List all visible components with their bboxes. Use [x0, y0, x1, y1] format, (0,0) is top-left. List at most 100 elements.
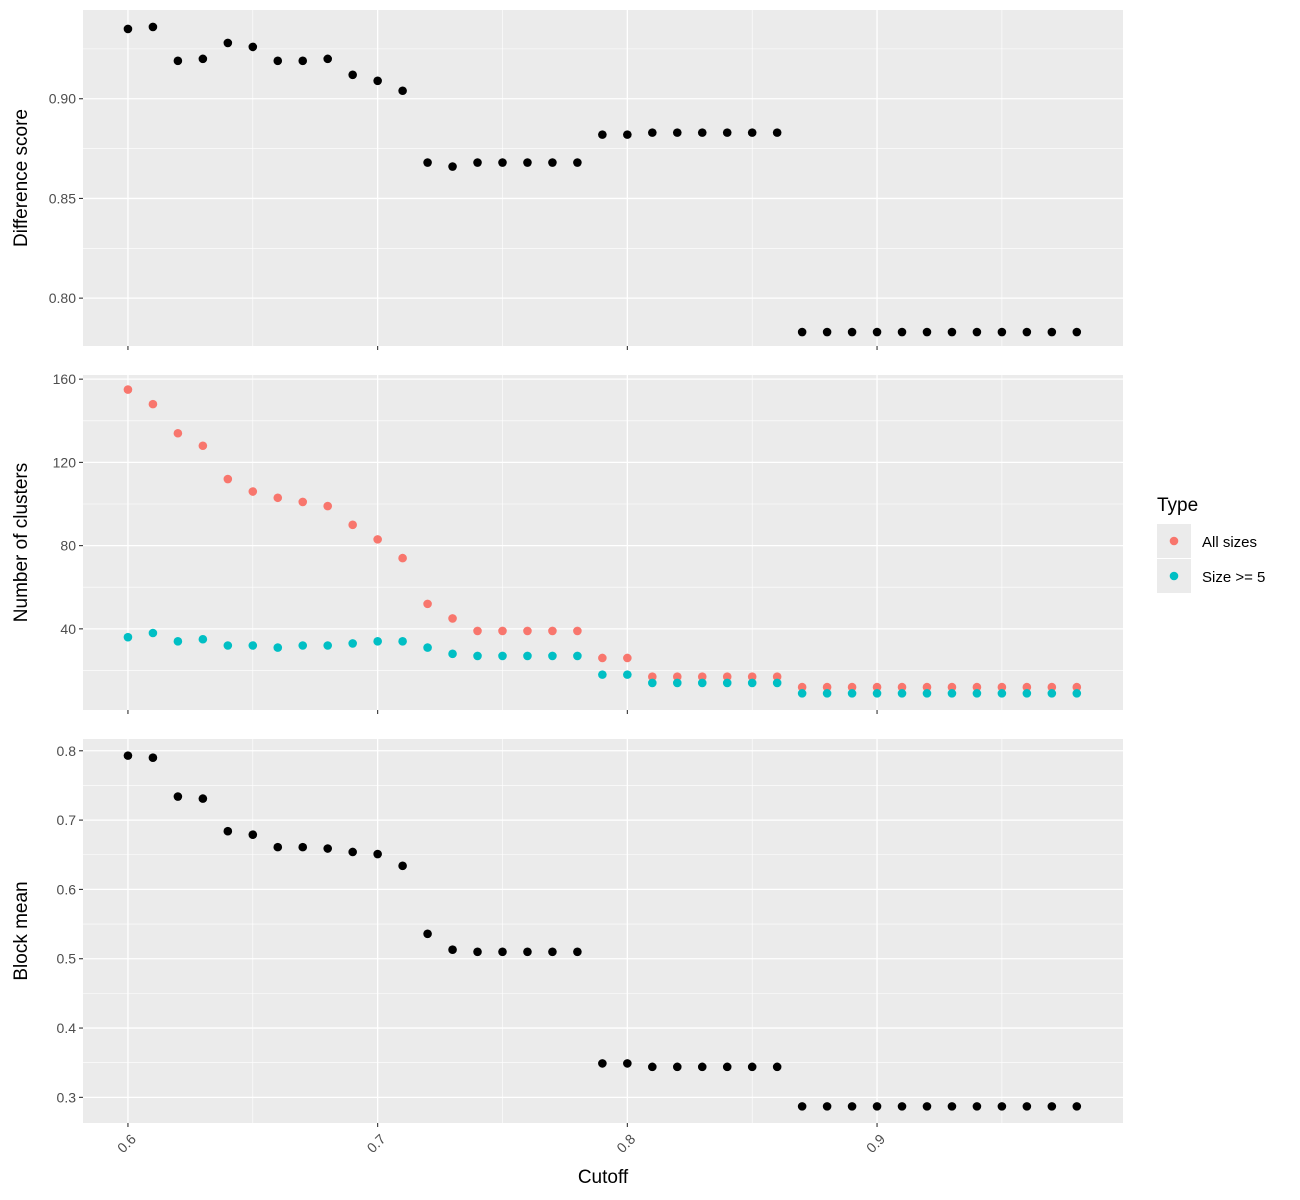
- data-point: [822, 682, 832, 692]
- data-point: [323, 54, 333, 64]
- legend-label-all-sizes: All sizes: [1202, 534, 1257, 551]
- data-point: [598, 130, 607, 139]
- data-point: [273, 493, 283, 503]
- series-points: [123, 22, 1082, 337]
- legend: Type All sizes Size >= 5: [1157, 495, 1265, 593]
- data-point: [648, 678, 657, 688]
- data-point: [722, 1062, 732, 1072]
- data-point: [1022, 682, 1032, 692]
- data-point: [298, 641, 308, 650]
- data-point: [772, 678, 782, 688]
- data-point: [273, 643, 283, 652]
- data-point: [623, 653, 632, 663]
- data-point: [997, 689, 1007, 698]
- data-point: [548, 158, 557, 167]
- data-point: [648, 1062, 657, 1072]
- data-point: [922, 327, 932, 337]
- data-point: [423, 643, 432, 652]
- data-point: [148, 753, 158, 763]
- y-tick-label: 40: [60, 621, 76, 637]
- data-point: [248, 641, 258, 650]
- data-point: [672, 678, 682, 688]
- data-point: [298, 56, 308, 66]
- data-point: [922, 1102, 932, 1111]
- data-point: [847, 689, 857, 698]
- y-tick-label: 0.85: [49, 190, 76, 206]
- x-tick-label: 0.8: [613, 1131, 638, 1156]
- data-point: [1072, 682, 1082, 692]
- y-axis-title: Difference score: [11, 109, 32, 247]
- data-point: [598, 1059, 607, 1068]
- data-point: [897, 327, 907, 337]
- data-point: [448, 162, 457, 171]
- data-point: [173, 56, 183, 66]
- data-point: [323, 641, 333, 650]
- data-point: [398, 637, 407, 646]
- data-point: [872, 689, 882, 698]
- data-point: [573, 651, 582, 661]
- data-point: [523, 947, 532, 957]
- data-point: [473, 947, 482, 957]
- data-point: [822, 1102, 832, 1111]
- data-point: [223, 826, 233, 836]
- series-all-sizes: [123, 385, 1082, 692]
- data-point: [198, 441, 208, 451]
- data-point: [897, 689, 907, 698]
- data-point: [847, 682, 857, 692]
- data-point: [348, 847, 357, 857]
- data-point: [223, 474, 233, 484]
- data-point: [922, 682, 932, 692]
- data-point: [448, 649, 457, 659]
- data-point: [548, 651, 557, 661]
- data-point: [323, 501, 333, 511]
- data-point: [198, 794, 208, 803]
- y-tick-label: 0.6: [57, 881, 77, 897]
- data-point: [623, 670, 632, 679]
- data-point: [423, 599, 432, 609]
- data-point: [498, 158, 507, 167]
- y-axis-title: Block mean: [11, 881, 32, 980]
- data-point: [922, 689, 932, 698]
- data-point: [797, 1102, 807, 1111]
- data-point: [548, 626, 557, 636]
- data-point: [1047, 1102, 1057, 1111]
- data-point: [997, 682, 1007, 692]
- data-point: [722, 672, 732, 682]
- y-tick-label: 0.5: [57, 951, 77, 967]
- data-point: [797, 689, 807, 698]
- data-point: [747, 1062, 757, 1072]
- data-point: [872, 1102, 882, 1111]
- data-point: [448, 945, 457, 955]
- data-point: [747, 672, 757, 682]
- data-point: [448, 614, 457, 623]
- data-point: [947, 682, 957, 692]
- data-point: [648, 672, 657, 682]
- x-tick-label: 0.7: [364, 1131, 389, 1156]
- data-point: [498, 626, 507, 636]
- data-point: [1022, 1102, 1032, 1111]
- series-points: [123, 751, 1082, 1111]
- data-point: [672, 1062, 682, 1072]
- data-point: [498, 947, 507, 957]
- data-point: [148, 628, 158, 638]
- data-point: [373, 637, 382, 646]
- data-point: [1072, 689, 1082, 698]
- data-point: [623, 130, 632, 139]
- data-point: [573, 947, 582, 957]
- data-point: [198, 634, 208, 644]
- data-point: [123, 751, 133, 760]
- data-point: [772, 672, 782, 682]
- data-point: [573, 158, 582, 167]
- data-point: [523, 651, 532, 661]
- data-point: [373, 535, 382, 544]
- data-point: [747, 128, 757, 137]
- y-tick-label: 80: [60, 538, 76, 554]
- data-point: [1022, 689, 1032, 698]
- data-point: [648, 128, 657, 137]
- data-point: [248, 830, 258, 839]
- data-point: [248, 487, 258, 496]
- data-point: [148, 399, 158, 409]
- data-point: [672, 672, 682, 682]
- legend-label-size-5: Size >= 5: [1202, 569, 1265, 586]
